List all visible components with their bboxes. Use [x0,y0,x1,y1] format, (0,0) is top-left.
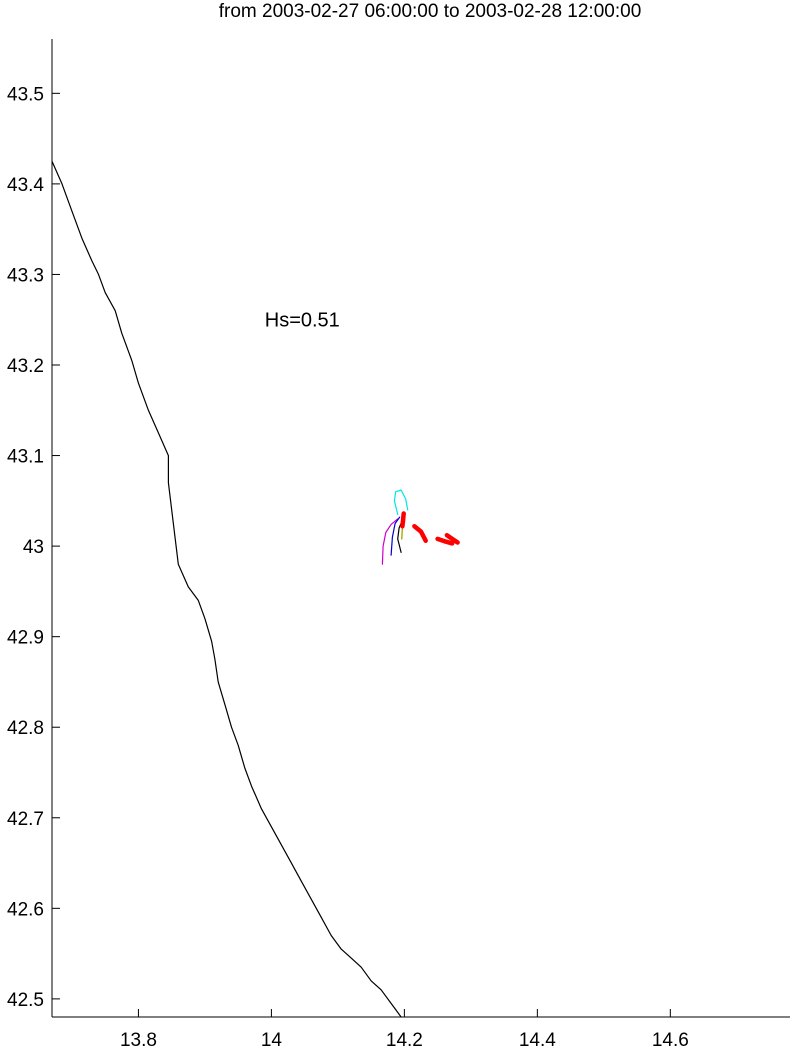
drift-track [412,523,428,543]
y-tick-label: 42.6 [7,899,44,920]
y-tick-label: 42.5 [7,990,44,1011]
chart-title: from 2003-02-27 06:00:00 to 2003-02-28 1… [219,1,642,22]
drift-tracks [381,489,460,565]
y-tick-label: 42.9 [7,628,44,649]
y-tick-label: 42.7 [7,809,44,830]
drift-track [435,536,455,546]
drift-track [393,489,409,516]
y-tick-label: 43.5 [7,84,44,105]
y-tick-label: 43.3 [7,265,44,286]
hs-annotation: Hs=0.51 [265,310,340,332]
drift-track [400,511,406,529]
x-tick-label: 14 [261,1030,283,1051]
coastline-path [51,161,402,1018]
coastline [51,161,402,1018]
drift-track [390,516,401,556]
x-tick-label: 14.6 [652,1030,689,1051]
drift-track [444,532,460,545]
x-tick-label: 14.4 [519,1030,556,1051]
y-tick-label: 42.8 [7,718,44,739]
y-tick-label: 43.1 [7,447,44,468]
drift-track [381,518,399,565]
x-tick-label: 13.8 [120,1030,157,1051]
y-tick-label: 43.2 [7,356,44,377]
y-tick-label: 43 [23,537,44,558]
y-tick-label: 43.4 [7,175,44,196]
x-tick-label: 14.2 [386,1030,423,1051]
plot-axes: 13.8 14 14.2 14.4 14.6 42.5 42.6 42.7 42.8 42.9 43… [7,39,790,1051]
